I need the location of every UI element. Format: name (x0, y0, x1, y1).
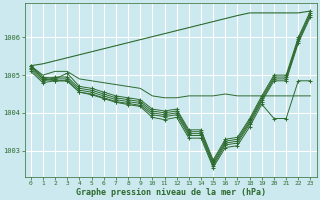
X-axis label: Graphe pression niveau de la mer (hPa): Graphe pression niveau de la mer (hPa) (76, 188, 266, 197)
